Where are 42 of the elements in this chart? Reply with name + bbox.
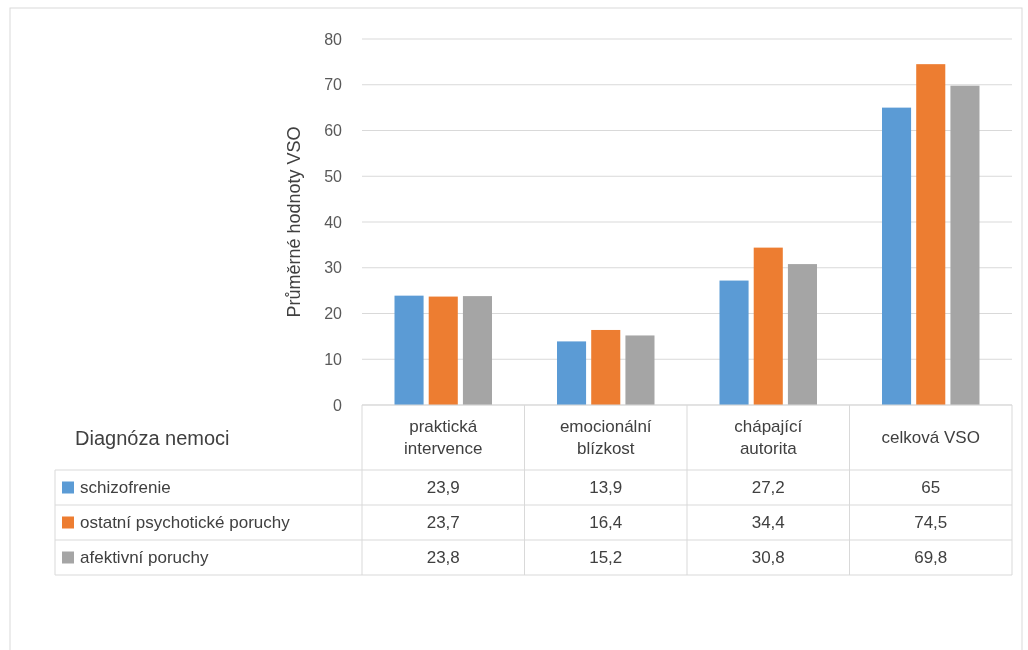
bar [462, 296, 492, 405]
bar [882, 107, 912, 405]
legend-label: afektivní poruchy [80, 548, 210, 568]
legend-label: schizofrenie [80, 478, 171, 498]
bar [625, 335, 655, 405]
data-label: 65 [921, 478, 941, 498]
bar [950, 85, 980, 405]
data-label: 23,9 [426, 478, 460, 498]
bar [719, 280, 749, 405]
data-label: 23,8 [426, 548, 460, 568]
x-tick-label: emocionální blízkost [559, 417, 652, 459]
data-label: 74,5 [914, 513, 948, 533]
y-tick-label: 30 [324, 259, 343, 277]
data-label: 30,8 [751, 548, 785, 568]
legend-label: ostatní psychotické poruchy [80, 513, 291, 533]
x-tick-label: chápající autorita [734, 417, 803, 459]
data-label: 16,4 [589, 513, 623, 533]
legend-title: Diagnóza nemoci [75, 427, 230, 449]
bar [557, 341, 587, 405]
data-label: 15,2 [589, 548, 623, 568]
data-label: 23,7 [426, 513, 460, 533]
bar [916, 64, 946, 405]
y-tick-label: 50 [324, 167, 343, 185]
y-tick-label: 20 [324, 305, 343, 323]
y-tick-label: 80 [324, 30, 343, 48]
x-tick-label: celková VSO [881, 428, 980, 448]
bar [394, 295, 424, 405]
y-tick-label: 10 [324, 350, 343, 368]
y-axis-title: Průměrné hodnoty VSO [284, 126, 304, 318]
y-tick-label: 70 [324, 76, 343, 94]
bar [787, 264, 817, 405]
x-tick-label: praktická intervence [404, 417, 483, 459]
bar [591, 329, 621, 405]
data-label: 27,2 [751, 478, 785, 498]
bar [428, 296, 458, 405]
bar [753, 247, 783, 405]
data-label: 13,9 [589, 478, 623, 498]
y-tick-label: 40 [324, 213, 343, 231]
y-tick-label: 0 [333, 396, 343, 414]
data-label: 34,4 [751, 513, 785, 533]
data-label: 69,8 [914, 548, 948, 568]
y-tick-label: 60 [324, 122, 343, 140]
